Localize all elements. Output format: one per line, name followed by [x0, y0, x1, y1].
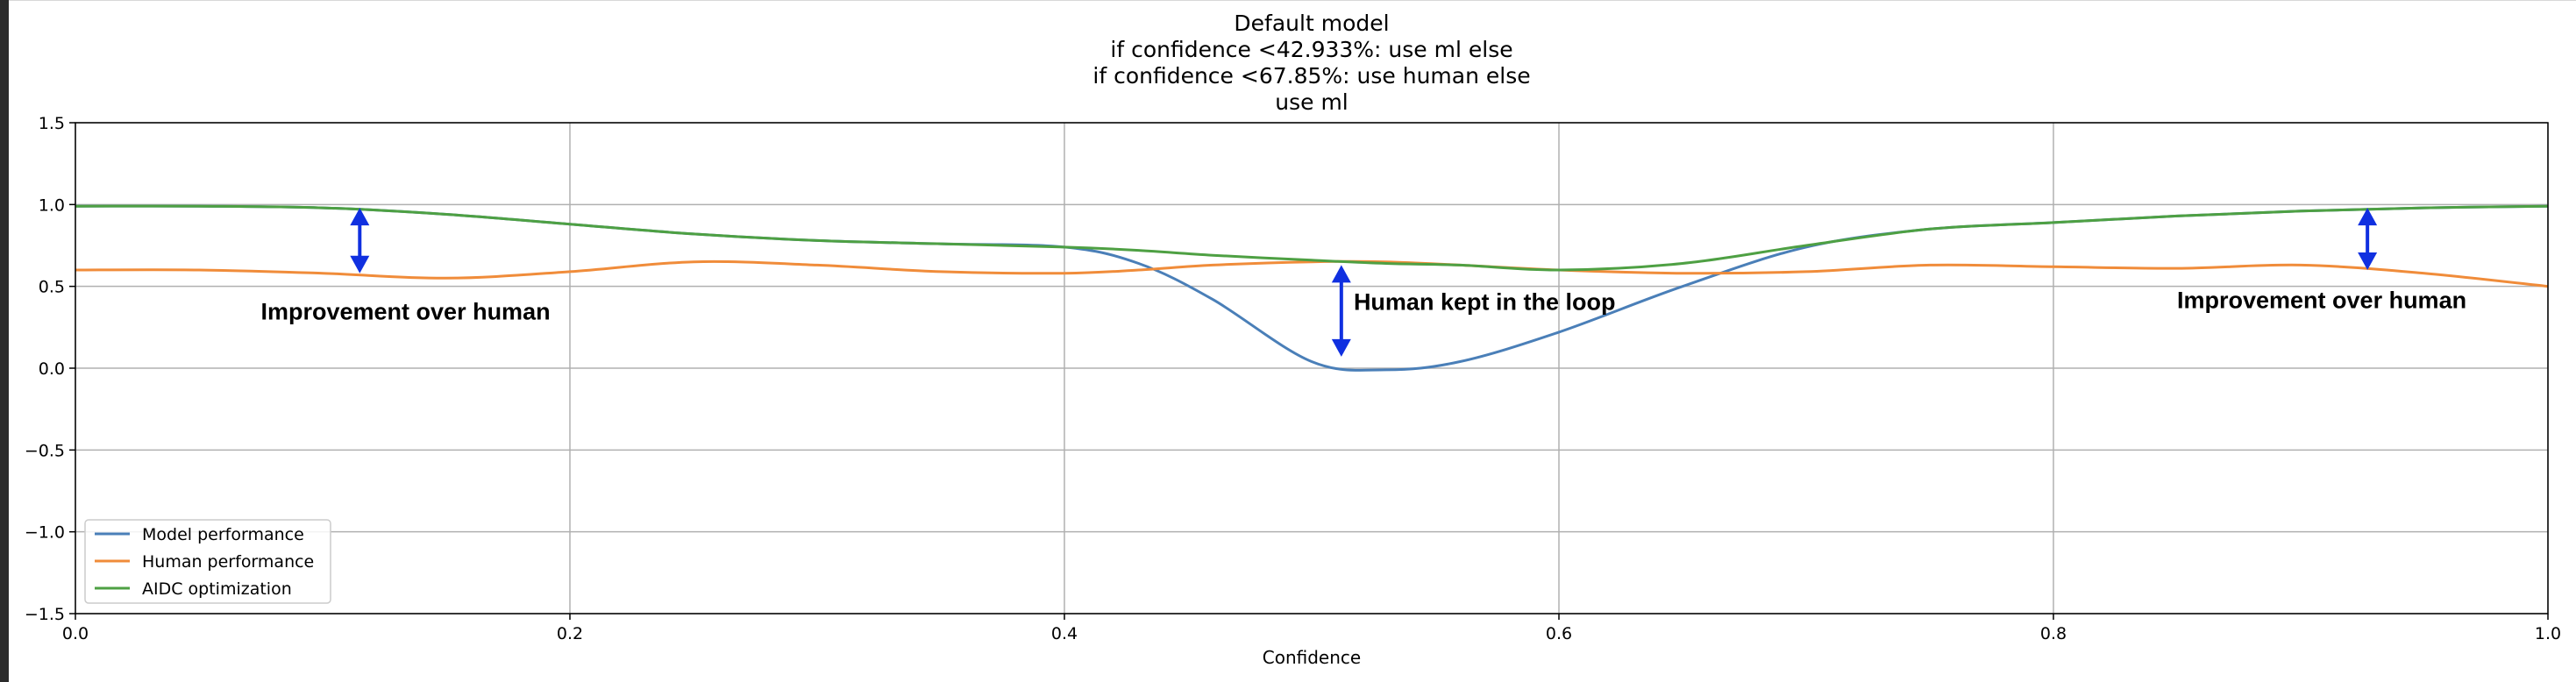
- series-line-aidc-optimization: [75, 204, 2549, 272]
- annotation-text: Human kept in the loop: [1354, 288, 1616, 315]
- x-tick-label: 0.2: [557, 624, 583, 643]
- annotation-arrow-head-up: [350, 208, 370, 226]
- plot-frame: [75, 122, 2549, 615]
- legend-label: Model performance: [142, 525, 304, 544]
- y-tick-label: −0.5: [25, 441, 65, 460]
- legend-label: AIDC optimization: [142, 579, 292, 599]
- y-tick-label: −1.0: [25, 523, 65, 543]
- top-border: [9, 0, 2576, 1]
- x-tick-label: 0.8: [2040, 624, 2067, 643]
- window-edge: [0, 0, 9, 682]
- y-tick-label: 1.0: [39, 195, 65, 215]
- x-tick-label: 0.4: [1051, 624, 1078, 643]
- y-tick-label: 0.5: [39, 278, 65, 297]
- annotations: Improvement over human Human kept in the …: [261, 208, 2466, 357]
- series-lines: [75, 204, 2549, 372]
- annotation-arrow-head-down: [1331, 338, 1351, 357]
- annotation-arrow-head-up: [1331, 265, 1351, 283]
- y-tick-label: 0.0: [39, 359, 65, 379]
- x-tick-label: 0.0: [62, 624, 89, 643]
- axis-ticks: [69, 122, 2549, 620]
- legend-box: [84, 519, 331, 604]
- annotation-text: Improvement over human: [2177, 288, 2466, 314]
- chart-title: Default model if confidence <42.933%: us…: [1092, 11, 1530, 115]
- annotation-arrow-head-down: [350, 255, 370, 274]
- tick-labels: 0.0 0.2 0.4 0.6 0.8 1.0 1.5 1.0 0.5 0.0 −0.5 −1.0 −1…: [25, 114, 2561, 643]
- x-axis-label: Confidence: [1263, 647, 1361, 668]
- x-tick-label: 0.6: [1546, 624, 1572, 643]
- title-line-4: use ml: [1275, 89, 1348, 115]
- title-line-1: Default model: [1234, 11, 1389, 36]
- title-line-3: if confidence <67.85%: use human else: [1092, 63, 1530, 89]
- series-line-human-performance: [75, 259, 2549, 288]
- x-tick-label: 1.0: [2535, 624, 2561, 643]
- y-tick-label: 1.5: [39, 114, 65, 133]
- annotation-arrow-head-up: [2358, 208, 2378, 226]
- grid-lines: [75, 122, 2549, 615]
- title-line-2: if confidence <42.933%: use ml else: [1110, 37, 1512, 62]
- legend: Model performance Human performance AIDC o…: [84, 519, 331, 604]
- y-tick-label: −1.5: [25, 605, 65, 624]
- annotation-arrow-head-down: [2358, 252, 2378, 270]
- annotation-text: Improvement over human: [261, 299, 551, 325]
- legend-label: Human performance: [142, 552, 314, 572]
